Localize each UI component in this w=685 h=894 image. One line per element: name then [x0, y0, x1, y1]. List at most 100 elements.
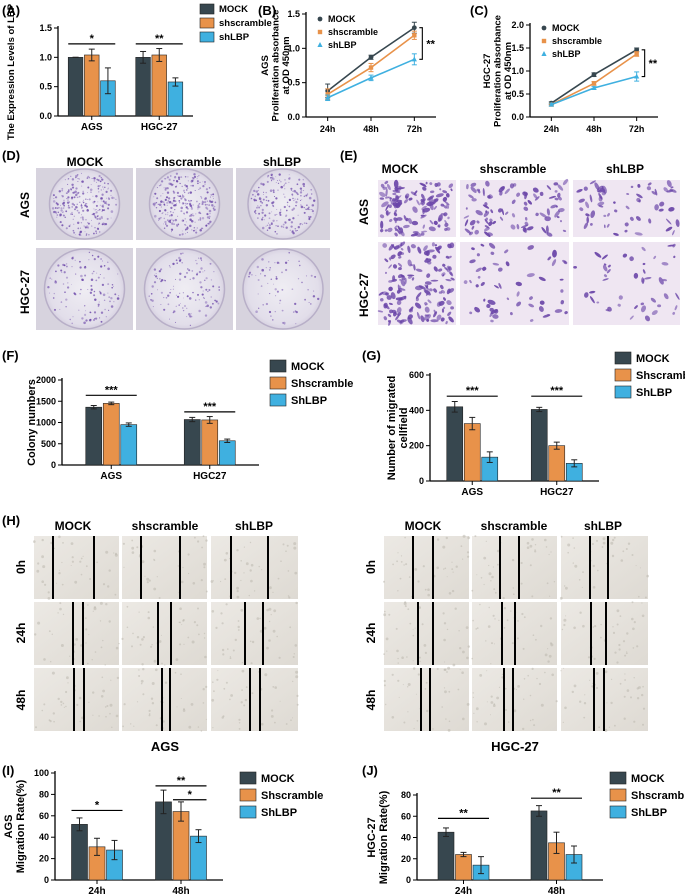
migrated-cell	[550, 204, 557, 209]
migrated-cell	[396, 228, 401, 235]
cell-speck	[213, 690, 215, 693]
migrated-cell	[403, 224, 410, 229]
colony-dot	[49, 277, 51, 279]
migrated-cell	[482, 204, 490, 209]
cell-speck	[564, 585, 566, 587]
migrated-cell	[539, 300, 545, 305]
colony-dot	[97, 179, 100, 182]
migrated-cell	[411, 220, 419, 226]
cell-speck	[131, 645, 133, 648]
cell-speck	[642, 707, 646, 710]
colony-dot	[206, 200, 209, 202]
cell-speck	[197, 726, 200, 728]
colony-dot	[175, 259, 178, 262]
migrated-cell	[398, 287, 406, 291]
cell-speck	[292, 680, 294, 683]
cell-speck	[486, 701, 488, 703]
colony-dot	[313, 199, 316, 202]
colony-dot	[60, 204, 62, 206]
colony-dot	[66, 198, 68, 200]
colony-dot	[81, 216, 84, 219]
legend-label: MOCK	[636, 353, 670, 365]
migrated-cell	[426, 318, 430, 322]
colony-dot	[80, 172, 82, 174]
cell-speck	[490, 663, 492, 665]
colony-dot	[166, 191, 170, 194]
cell-speck	[567, 543, 571, 547]
cell-speck	[66, 676, 69, 680]
colony-dot	[74, 208, 76, 211]
migrated-cell	[442, 263, 446, 267]
cell-speck	[266, 608, 269, 612]
colony-dot	[71, 183, 74, 187]
colony-dot	[100, 311, 104, 314]
migrated-cell	[475, 284, 479, 288]
migrated-cell	[534, 196, 540, 201]
colony-dot	[178, 256, 181, 260]
colony-dot	[55, 196, 57, 198]
cell-speck	[467, 536, 471, 540]
cell-speck	[546, 582, 549, 585]
migrated-cell	[475, 267, 482, 273]
cell-speck	[534, 550, 537, 553]
colony-dot	[71, 322, 73, 325]
colony-dot	[164, 220, 167, 224]
cell-speck	[574, 564, 578, 568]
colony-dot	[107, 182, 109, 185]
colony-dot	[300, 189, 303, 192]
cell-speck	[138, 611, 140, 613]
colony-dot	[292, 190, 294, 192]
cell-speck	[205, 590, 208, 593]
cell-speck	[531, 667, 534, 671]
scratch-left-col-shscramble: shscramble	[132, 519, 199, 533]
colony-dot	[172, 197, 175, 199]
colony-dot	[300, 204, 302, 206]
cell-speck	[601, 546, 604, 548]
colony-dot	[109, 300, 111, 303]
cell-speck	[110, 679, 112, 681]
colony-dot	[169, 291, 171, 294]
colony-dot	[296, 183, 299, 186]
migrated-cell	[426, 273, 431, 278]
cell-speck	[384, 610, 386, 613]
cell-speck	[473, 712, 475, 715]
colony-dot	[171, 202, 174, 205]
cell-speck	[562, 721, 564, 724]
cell-speck	[582, 571, 584, 573]
colony-dot	[288, 177, 291, 180]
migrated-cell	[607, 306, 612, 312]
colony-dot	[303, 222, 306, 225]
colony-dot	[311, 210, 314, 213]
x-tick-label: 24h	[544, 124, 560, 134]
cell-speck	[529, 564, 532, 567]
cell-speck	[553, 581, 556, 583]
migrated-cell	[614, 209, 618, 213]
colony-dot	[198, 205, 201, 209]
colony-dot	[82, 209, 85, 212]
migrated-cell	[443, 306, 446, 309]
cell-speck	[407, 608, 410, 611]
colony-dot	[98, 175, 101, 178]
y-tick-label: 2.0	[511, 20, 524, 30]
colony-dot	[60, 207, 63, 210]
colony-dot	[101, 178, 104, 181]
significance-label: ***	[203, 401, 217, 413]
colony-dot	[56, 214, 59, 216]
colony-dot	[291, 208, 294, 211]
colony-formation-images: MOCK shscramble shLBP AGS HGC-27	[18, 155, 330, 330]
cell-speck	[616, 661, 619, 664]
colony-dot	[80, 222, 83, 224]
migrated-cell	[387, 227, 393, 233]
migrated-cell	[420, 198, 425, 203]
colony-dot	[101, 283, 105, 287]
cell-speck	[567, 551, 569, 554]
scratch-right-row-0h: 0h	[364, 560, 378, 574]
migrated-cell	[516, 291, 520, 297]
colony-dot	[158, 203, 162, 206]
colony-dot	[189, 199, 192, 202]
dish	[43, 248, 126, 330]
colony-dot	[175, 278, 177, 280]
cell-speck	[536, 677, 538, 680]
colony-dot	[160, 195, 162, 197]
colony-dot	[75, 193, 78, 197]
